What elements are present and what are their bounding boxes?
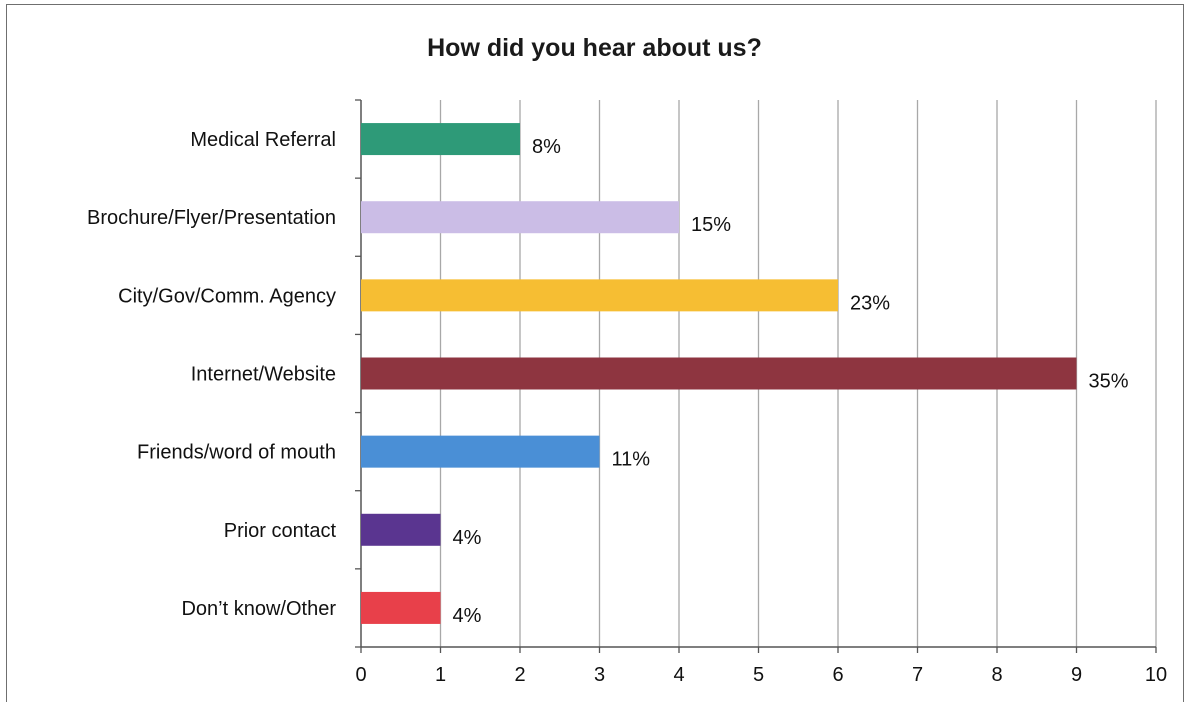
data-label: 15% [691,214,731,236]
x-tick-label: 0 [355,664,366,686]
chart-title: How did you hear about us? [427,34,762,62]
x-tick-label: 6 [832,664,843,686]
data-label: 11% [612,449,651,471]
category-label: Don’t know/Other [181,598,336,620]
bar [361,123,520,156]
data-label: 4% [453,527,482,549]
x-tick-label: 3 [594,664,605,686]
category-label: City/Gov/Comm. Agency [118,285,336,307]
x-tick-label: 4 [673,664,684,686]
category-label: Friends/word of mouth [137,442,336,464]
bar [361,513,441,546]
chart-frame [6,4,1184,702]
data-label: 23% [850,292,890,314]
bar [361,591,441,624]
x-tick-label: 9 [1071,664,1082,686]
category-label: Prior contact [224,520,337,542]
data-label: 4% [453,605,482,627]
x-tick-label: 8 [991,664,1002,686]
bar [361,279,838,312]
bar [361,435,600,468]
category-label: Internet/Website [191,364,336,386]
x-tick-label: 7 [912,664,923,686]
bar [361,357,1077,390]
category-label: Brochure/Flyer/Presentation [87,207,336,229]
x-tick-label: 2 [514,664,525,686]
data-label: 35% [1089,371,1129,393]
category-label: Medical Referral [190,129,336,151]
x-tick-label: 10 [1145,664,1167,686]
bar [361,201,679,234]
x-tick-label: 5 [753,664,764,686]
x-tick-label: 1 [435,664,446,686]
data-label: 8% [532,136,561,158]
